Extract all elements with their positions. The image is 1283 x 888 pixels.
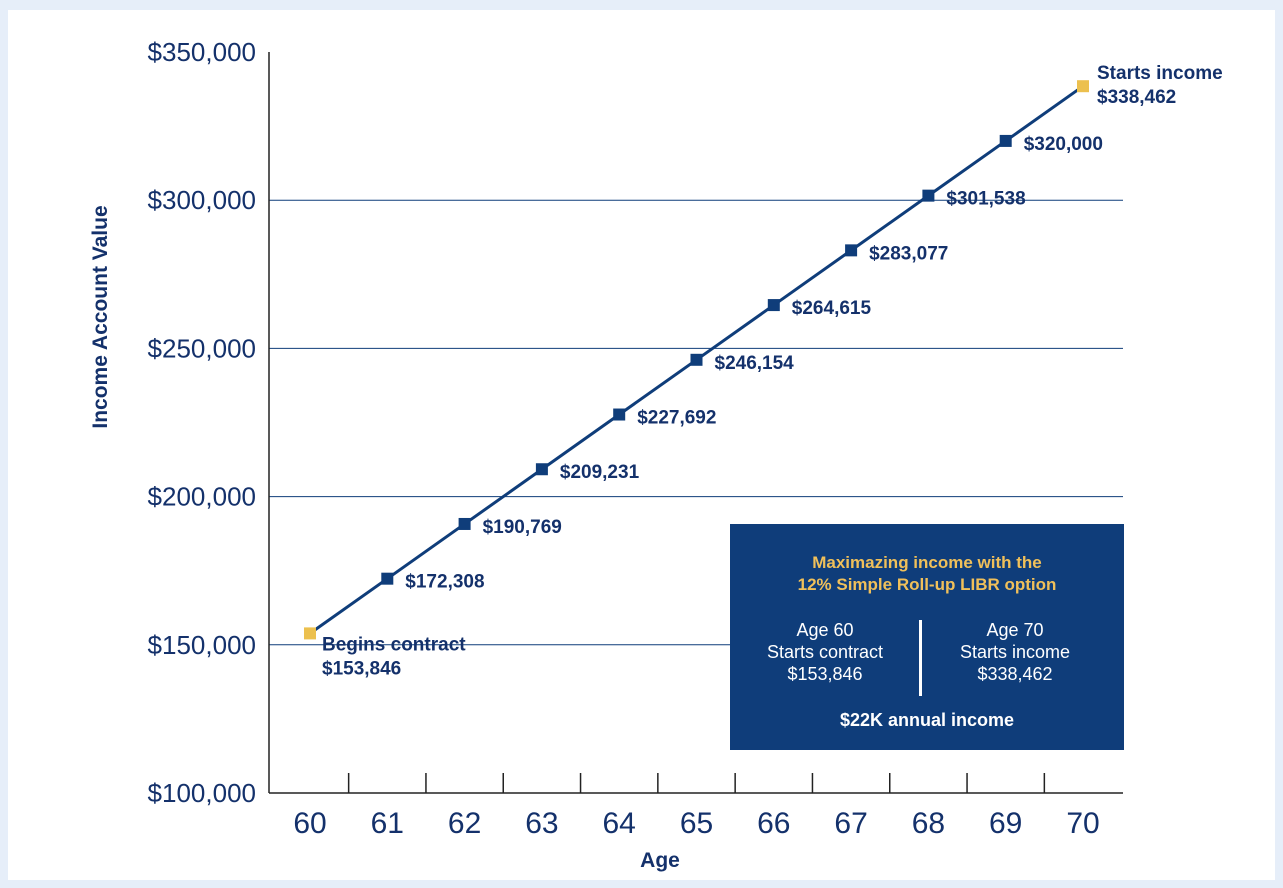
callout-right-value: $338,462 [977,664,1053,684]
callout-divider [919,620,922,696]
data-point-marker [535,463,548,476]
callout-left-value: $153,846 [787,664,863,684]
data-point-marker [381,572,394,585]
data-label: $209,231 [560,462,640,483]
data-point-marker [690,353,703,366]
x-tick-label: 66 [757,807,790,840]
x-tick-label: 69 [989,807,1022,840]
callout-right-status: Starts income [959,642,1071,662]
callout-right-column: Age 70 Starts income $338,462 [920,619,1110,685]
data-point-marker [304,627,316,640]
callout-left-status: Starts contract [766,642,884,662]
x-tick-label: 60 [293,807,326,840]
data-label: $153,846 [322,658,401,679]
data-point-marker [845,244,858,257]
x-tick-label: 64 [603,807,636,840]
data-label: $320,000 [1024,134,1103,155]
data-label: $172,308 [405,572,484,593]
callout-title-line2: 12% Simple Roll-up LIBR option [797,575,1057,594]
x-tick-label: 61 [371,807,404,840]
x-axis-title: Age [640,849,680,872]
y-axis-title: Income Account Value [89,205,112,428]
line-chart: $350,000 $300,000 $250,000 $200,000 $150,000… [89,37,1223,872]
start-annotation-caption: Begins contract [322,634,466,655]
data-point-marker [1077,80,1089,93]
data-label: $301,538 [946,189,1025,210]
data-label: $227,692 [637,408,716,429]
y-tick-label: $350,000 [148,37,256,67]
y-tick-label: $150,000 [148,630,256,660]
x-tick-label: 62 [448,807,481,840]
y-tick-label: $200,000 [148,482,256,512]
callout-title: Maximazing income with the 12% Simple Ro… [730,552,1124,596]
data-label: $264,615 [792,298,872,319]
chart-frame: $350,000 $300,000 $250,000 $200,000 $150,000… [8,10,1275,880]
x-tick-label: 68 [912,807,945,840]
callout-left-column: Age 60 Starts contract $153,846 [730,619,920,685]
data-point-marker [922,189,935,202]
callout-left-age: Age 60 [796,620,854,640]
x-tick-label: 67 [834,807,867,840]
x-tick-label: 70 [1066,807,1099,840]
y-tick-label: $300,000 [148,185,256,215]
data-point-marker [613,408,626,421]
x-tick-label: 63 [525,807,558,840]
callout-footer: $22K annual income [839,710,1015,730]
data-label: $338,462 [1097,87,1176,108]
data-label: $283,077 [869,243,948,264]
callout-right-age: Age 70 [986,620,1044,640]
data-label: $246,154 [715,353,795,374]
data-point-marker [999,134,1012,147]
end-annotation-caption: Starts income [1097,63,1223,84]
data-point-marker [767,299,780,312]
callout-title-line1: Maximazing income with the [812,553,1042,572]
data-label: $190,769 [483,517,562,538]
data-point-marker [458,517,471,530]
y-tick-label: $250,000 [148,333,256,363]
y-tick-label: $100,000 [148,778,256,808]
callout-box: Maximazing income with the 12% Simple Ro… [730,524,1124,750]
x-tick-label: 65 [680,807,713,840]
